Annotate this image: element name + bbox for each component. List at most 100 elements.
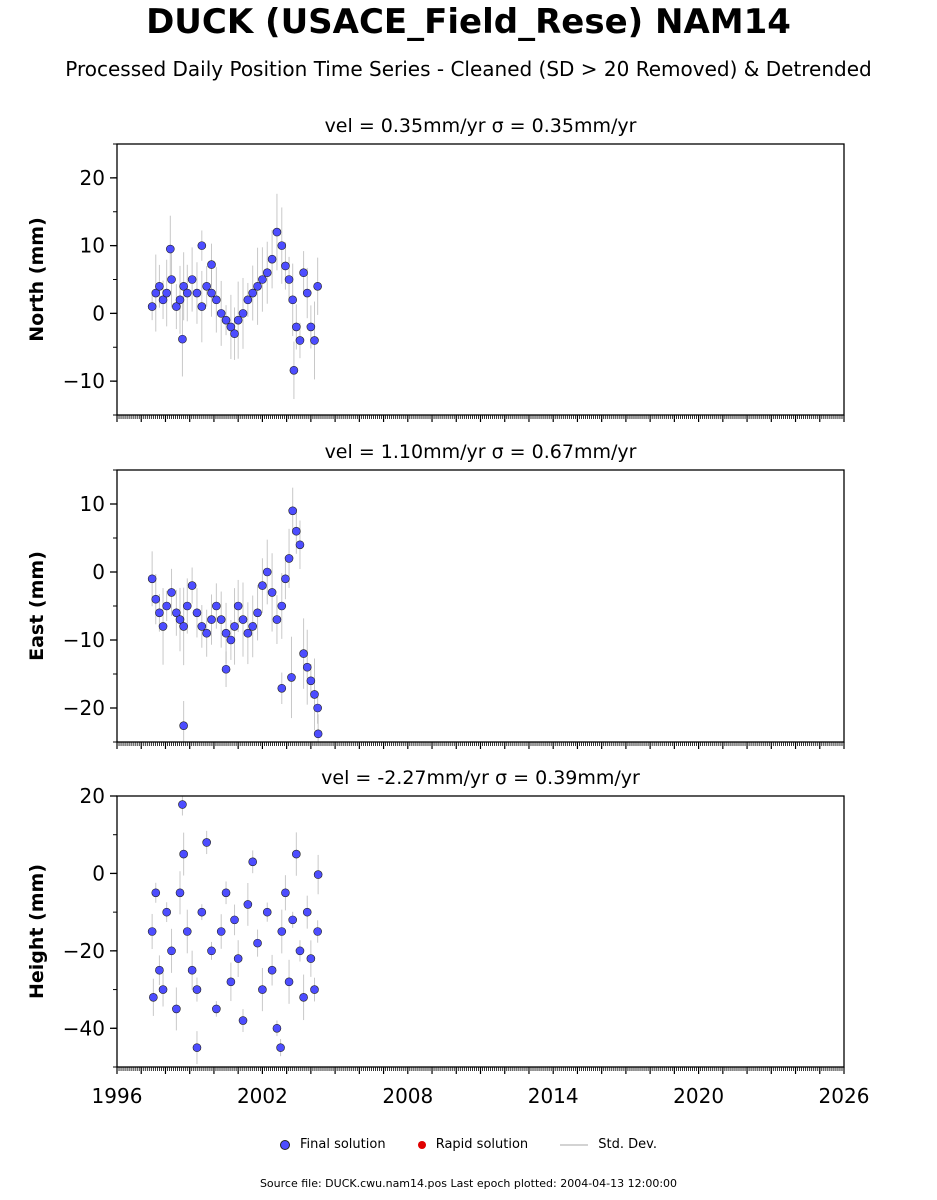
data-point xyxy=(272,227,282,237)
legend-final-label: Final solution xyxy=(299,1137,386,1152)
data-point xyxy=(292,322,301,332)
data-point xyxy=(182,927,192,936)
data-point xyxy=(221,628,231,638)
legend-item-std: Std. Dev. xyxy=(560,1137,657,1152)
data-point xyxy=(175,615,185,624)
legend-std-label: Std. Dev. xyxy=(598,1137,657,1152)
data-point xyxy=(258,275,267,284)
data-point xyxy=(276,1043,285,1052)
data-point xyxy=(238,1016,248,1025)
data-point xyxy=(253,608,262,618)
data-point xyxy=(155,281,164,291)
data-point xyxy=(302,288,312,298)
data-point xyxy=(288,915,297,925)
source-footer: Source file: DUCK.cwu.nam14.pos Last epo… xyxy=(259,1177,678,1190)
data-point xyxy=(151,594,161,604)
data-point xyxy=(281,574,290,584)
data-point xyxy=(313,729,323,739)
chart-panel-2: vel = 1.10mm/yr σ = 0.67mm/yr East (mm) −2… xyxy=(26,441,845,749)
data-point xyxy=(158,295,168,305)
data-point xyxy=(187,581,197,590)
page-title: DUCK (USACE_Field_Rese) NAM14 xyxy=(146,2,791,42)
data-point xyxy=(233,315,243,325)
data-point xyxy=(212,601,221,611)
data-point xyxy=(295,336,305,345)
data-point xyxy=(233,954,243,963)
data-point xyxy=(172,608,181,618)
y-tick-label: −20 xyxy=(63,939,105,963)
data-point xyxy=(258,581,267,590)
data-point xyxy=(192,985,202,994)
data-point xyxy=(207,288,216,298)
data-point xyxy=(162,601,171,611)
data-point xyxy=(272,1023,282,1033)
std-dev-line-icon xyxy=(560,1143,589,1146)
y-tick-label: −10 xyxy=(63,628,105,652)
data-point xyxy=(230,329,239,339)
legend-item-rapid: Rapid solution xyxy=(417,1137,528,1152)
data-point xyxy=(262,907,272,917)
data-point xyxy=(221,888,231,898)
data-point xyxy=(299,993,308,1002)
legend: Final solution Rapid solution Std. Dev. xyxy=(0,1137,937,1152)
data-point xyxy=(284,275,294,284)
panel-title: vel = 1.10mm/yr σ = 0.67mm/yr xyxy=(325,441,637,463)
y-tick-label: 10 xyxy=(80,492,105,516)
data-point xyxy=(207,260,216,269)
data-point xyxy=(243,295,253,305)
data-point xyxy=(192,608,202,618)
data-point xyxy=(197,241,207,250)
x-tick-label: 1996 xyxy=(92,1084,143,1108)
data-point xyxy=(147,927,157,936)
y-tick-label: 10 xyxy=(80,234,105,258)
data-point xyxy=(262,268,272,278)
data-point xyxy=(175,888,185,898)
data-point xyxy=(288,295,297,305)
data-point xyxy=(313,870,323,879)
y-axis-label: Height (mm) xyxy=(26,864,48,999)
data-point xyxy=(248,857,258,867)
data-point xyxy=(277,927,287,936)
time-series-plots: vel = 0.35mm/yr σ = 0.35mm/yr North (mm) −… xyxy=(26,115,869,1108)
data-point xyxy=(313,927,322,936)
y-tick-label: −40 xyxy=(63,1016,105,1040)
data-point xyxy=(226,322,236,332)
data-point xyxy=(226,635,236,645)
y-tick-label: 0 xyxy=(92,560,105,584)
plot-frame xyxy=(116,143,845,416)
data-point xyxy=(310,690,319,699)
x-tick-label: 2008 xyxy=(382,1084,433,1108)
data-point xyxy=(151,888,161,898)
data-point xyxy=(192,288,202,298)
data-point xyxy=(248,288,258,298)
data-point xyxy=(182,288,192,298)
data-point xyxy=(243,628,253,638)
data-point xyxy=(267,965,277,975)
panel-title: vel = -2.27mm/yr σ = 0.39mm/yr xyxy=(321,767,640,789)
y-tick-label: 0 xyxy=(92,301,105,325)
data-point xyxy=(147,574,157,584)
data-point xyxy=(216,309,226,318)
legend-item-final: Final solution xyxy=(279,1137,386,1152)
data-point xyxy=(212,1004,221,1014)
data-point xyxy=(178,334,187,344)
rapid-solution-marker-icon xyxy=(417,1140,426,1149)
x-tick-label: 2020 xyxy=(673,1084,724,1108)
data-point xyxy=(243,900,253,909)
data-point xyxy=(277,683,287,693)
data-point xyxy=(277,601,287,611)
data-point xyxy=(306,322,316,332)
data-point xyxy=(310,985,319,994)
data-point xyxy=(289,365,299,375)
data-point xyxy=(238,309,248,318)
data-point xyxy=(179,281,188,291)
data-point xyxy=(295,540,305,550)
y-tick-label: 0 xyxy=(92,861,105,885)
y-axis-label: East (mm) xyxy=(26,551,48,661)
x-tick-label: 2014 xyxy=(528,1084,579,1108)
data-point xyxy=(207,946,216,956)
data-point xyxy=(166,244,175,254)
data-point xyxy=(149,993,158,1002)
data-point xyxy=(277,241,287,250)
data-point xyxy=(258,985,267,994)
